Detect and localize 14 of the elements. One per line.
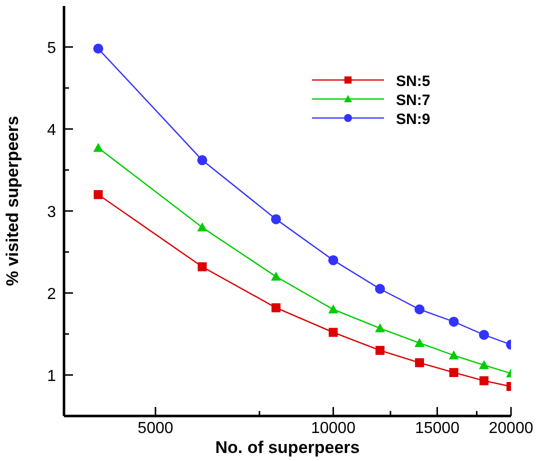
y-tick-label: 3 <box>47 204 56 221</box>
y-tick-label: 4 <box>47 122 56 139</box>
y-axis-title: % visited superpeers <box>3 116 22 286</box>
y-tick-label: 1 <box>47 368 56 385</box>
x-tick-label: 20000 <box>488 420 534 437</box>
x-axis-title: No. of superpeers <box>215 438 360 457</box>
legend-label: SN:5 <box>396 73 430 90</box>
y-tick-label: 2 <box>47 286 56 303</box>
x-tick-label: 10000 <box>310 420 356 437</box>
x-tick-label: 15000 <box>414 420 460 437</box>
x-tick-label: 5000 <box>138 420 174 437</box>
legend-label: SN:9 <box>396 111 430 128</box>
y-tick-label: 5 <box>47 40 56 57</box>
legend-label: SN:7 <box>396 92 430 109</box>
